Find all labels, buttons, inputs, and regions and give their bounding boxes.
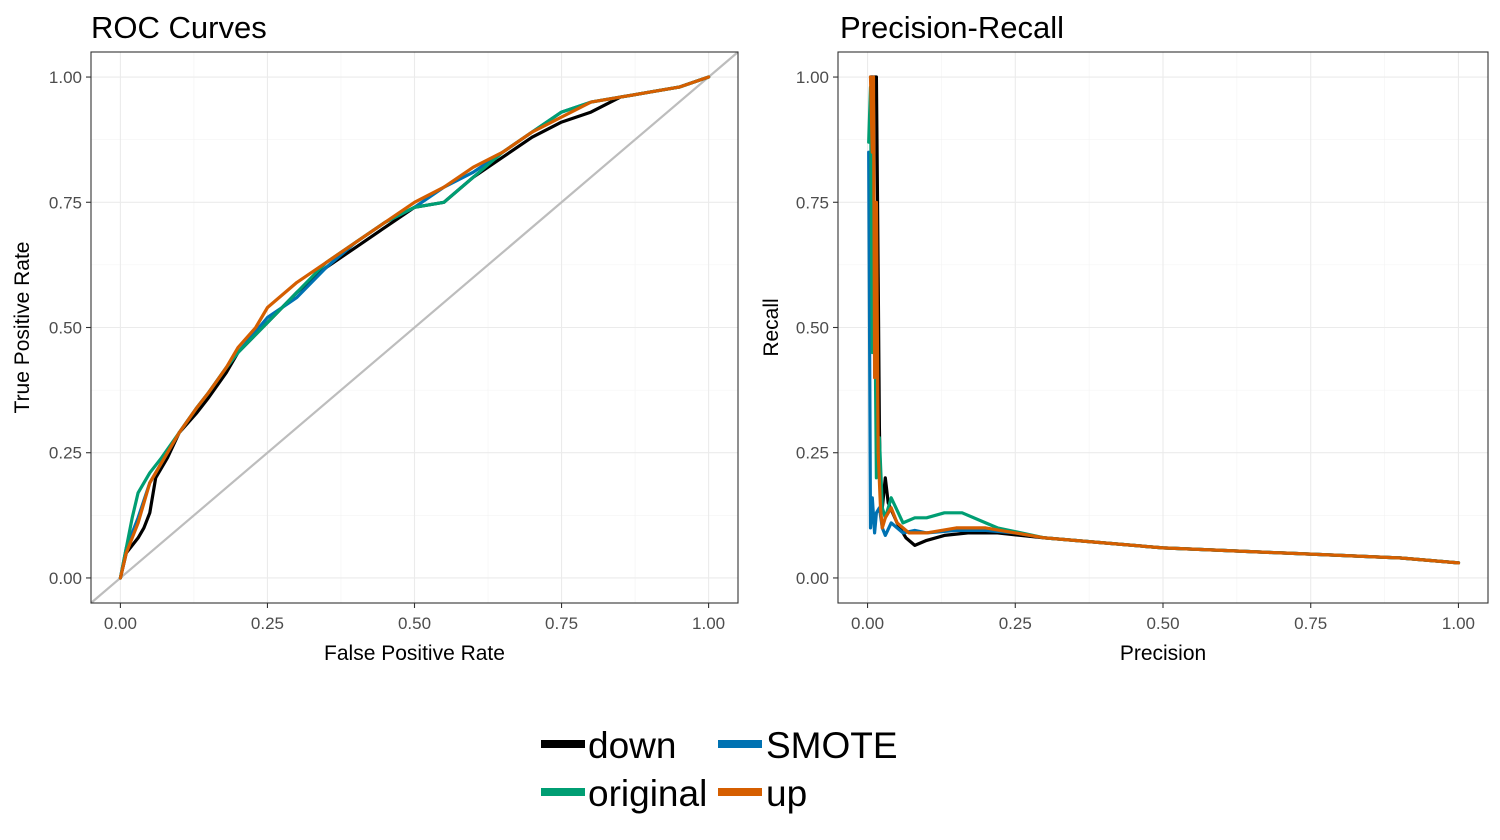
pr-series-up	[868, 75, 1461, 565]
pr-x-tick-label: 0.50	[1146, 614, 1179, 633]
roc-y-tick-label: 0.50	[49, 319, 82, 338]
pr-y-tick-label: 0.00	[796, 569, 829, 588]
legend-label-down: down	[588, 725, 676, 766]
pr-x-tick-label: 1.00	[1442, 614, 1475, 633]
roc-x-tick-label: 1.00	[692, 614, 725, 633]
legend-item-down: down	[541, 725, 676, 766]
pr-y-tick-label: 0.75	[796, 193, 829, 212]
pr-series-group	[867, 75, 1461, 565]
pr-panel: Precision-Recall 0.00 0.25 0.50 0.75 1.000.0…	[760, 10, 1489, 665]
roc-y-axis-label: True Positive Rate	[11, 242, 34, 414]
pr-x-tick-label: 0.75	[1294, 614, 1327, 633]
roc-y-tick-label: 0.00	[49, 569, 82, 588]
roc-y-tick-label: 1.00	[49, 68, 82, 87]
roc-x-tick-label: 0.25	[251, 614, 284, 633]
legend-item-original: original	[541, 773, 707, 814]
legend-label-up: up	[766, 773, 807, 814]
roc-x-tick-label: 0.75	[545, 614, 578, 633]
roc-series-down	[118, 75, 711, 580]
pr-x-tick-label: 0.25	[999, 614, 1032, 633]
pr-y-axis-label: Recall	[760, 298, 783, 356]
pr-grid	[838, 52, 1488, 603]
legend-label-original: original	[588, 773, 707, 814]
pr-ticks: 0.00 0.25 0.50 0.75 1.00 0.00 0.25 0.50 0.75 1.00	[796, 68, 1475, 633]
pr-title: Precision-Recall	[840, 10, 1064, 45]
roc-x-tick-label: 0.00	[104, 614, 137, 633]
legend: down SMOTE original up	[541, 725, 898, 814]
legend-label-smote: SMOTE	[766, 725, 898, 766]
roc-title: ROC Curves	[91, 10, 267, 45]
roc-x-tick-label: 0.50	[398, 614, 431, 633]
roc-panel: ROC Curves 0.00 0.25 0.50 0.75 1.000.000.250…	[11, 10, 739, 665]
pr-x-tick-label: 0.00	[851, 614, 884, 633]
pr-x-axis-label: Precision	[1120, 642, 1206, 665]
diagonal-reference-line	[90, 51, 739, 604]
legend-item-smote: SMOTE	[718, 725, 898, 766]
roc-y-tick-label: 0.25	[49, 444, 82, 463]
roc-series-group	[118, 75, 711, 580]
roc-series-up	[118, 75, 711, 580]
pr-series-smote	[867, 150, 1461, 565]
roc-x-axis-label: False Positive Rate	[324, 642, 505, 665]
legend-item-up: up	[718, 773, 807, 814]
pr-series-down	[868, 75, 1461, 565]
roc-reference-line	[90, 51, 739, 604]
pr-y-tick-label: 0.50	[796, 319, 829, 338]
roc-ticks: 0.00 0.25 0.50 0.75 1.00 0.00 0.25 0.50 0.75 1.00	[49, 68, 725, 633]
pr-y-tick-label: 0.25	[796, 444, 829, 463]
pr-series-original	[867, 85, 1461, 565]
pr-y-tick-label: 1.00	[796, 68, 829, 87]
roc-y-tick-label: 0.75	[49, 193, 82, 212]
